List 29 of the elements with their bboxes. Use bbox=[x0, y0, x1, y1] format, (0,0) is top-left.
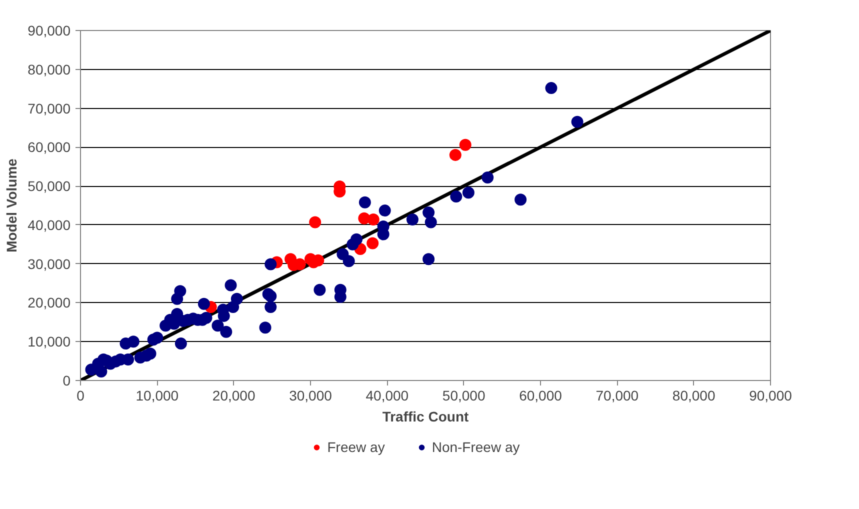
y-tick-label: 60,000 bbox=[28, 139, 71, 156]
x-tick-label: 30,000 bbox=[289, 388, 332, 404]
x-tick-label: 70,000 bbox=[596, 388, 639, 404]
point bbox=[449, 148, 462, 161]
y-tick-label: 40,000 bbox=[28, 216, 71, 233]
y-tick-label: 50,000 bbox=[28, 178, 71, 194]
x-axis-title: Traffic Count bbox=[382, 408, 470, 424]
x-tick-label: 80,000 bbox=[672, 388, 716, 404]
legend-label: Non-Freew ay bbox=[432, 439, 520, 455]
x-tick-label: 50,000 bbox=[442, 388, 486, 404]
y-axis-title: Model Volume bbox=[4, 158, 20, 252]
x-tick-label: 90,000 bbox=[749, 388, 792, 404]
y-tick-label: 70,000 bbox=[28, 100, 71, 116]
y-tick-label: 20,000 bbox=[28, 294, 71, 311]
legend-label: Freew ay bbox=[327, 439, 385, 455]
x-tick-label: 0 bbox=[76, 388, 85, 404]
x-tick-label: 40,000 bbox=[366, 388, 409, 404]
x-tick-label: 20,000 bbox=[212, 388, 256, 404]
y-tick-label: 30,000 bbox=[28, 256, 71, 272]
point bbox=[309, 216, 322, 228]
point bbox=[459, 138, 472, 151]
y-tick-label: 80,000 bbox=[28, 61, 71, 78]
point bbox=[367, 214, 380, 226]
y-tick-label: 90,000 bbox=[28, 22, 71, 38]
point bbox=[366, 237, 379, 250]
x-tick-label: 10,000 bbox=[136, 388, 179, 404]
y-tick-label: 10,000 bbox=[28, 334, 71, 350]
y-tick-label: 0 bbox=[62, 372, 71, 388]
x-tick-label: 60,000 bbox=[519, 388, 562, 404]
